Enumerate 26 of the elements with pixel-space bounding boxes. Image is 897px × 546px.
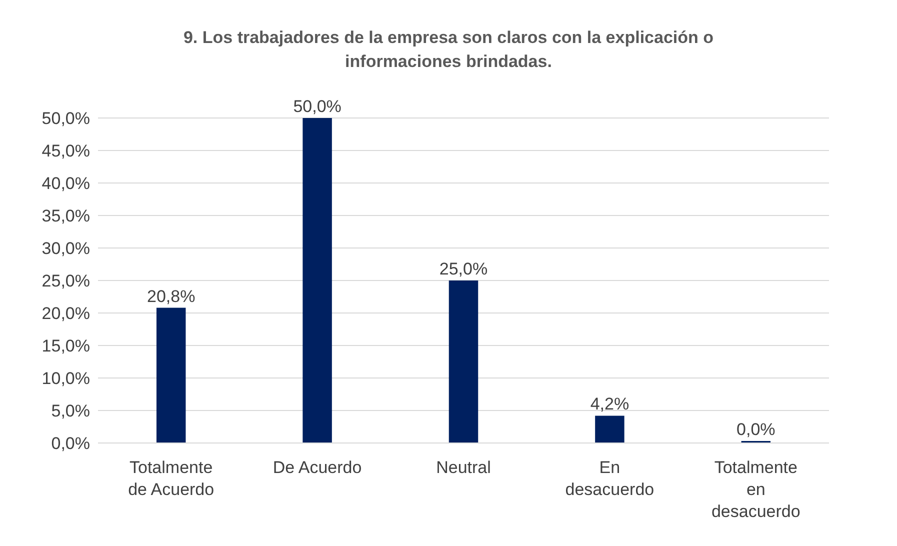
y-tick-label: 0,0%	[51, 434, 90, 454]
y-tick-label: 25,0%	[42, 272, 90, 291]
bar	[302, 118, 332, 443]
bar	[595, 416, 624, 443]
x-tick-label: De Acuerdo	[272, 458, 362, 477]
y-tick-label: 35,0%	[42, 206, 90, 226]
y-tick-label: 30,0%	[42, 239, 90, 258]
x-tick-label: Neutral	[436, 458, 491, 477]
data-label: 50,0%	[293, 97, 342, 116]
x-tick-label: Totalmente de Acuerdo	[128, 458, 214, 499]
data-label: 4,2%	[590, 394, 630, 414]
y-tick-label: 15,0%	[42, 336, 90, 356]
data-label: 25,0%	[439, 260, 488, 278]
bar	[156, 308, 186, 443]
y-tick-label: 5,0%	[51, 402, 90, 421]
x-tick-label: En desacuerdo	[565, 458, 654, 499]
y-tick-label: 40,0%	[42, 174, 90, 194]
x-tick-label: Totalmente en desacuerdo	[711, 458, 800, 521]
y-tick-label: 20,0%	[42, 304, 90, 324]
bar	[448, 280, 478, 443]
data-label: 20,8%	[147, 286, 196, 306]
data-label: 0,0%	[736, 420, 776, 439]
y-tick-label: 50,0%	[42, 109, 90, 128]
y-tick-label: 45,0%	[42, 142, 90, 161]
chart-title: 9. Los trabajadores de la empresa son claros con la explicación o informaciones brindadas.	[182, 27, 715, 73]
y-tick-label: 10,0%	[42, 369, 90, 388]
